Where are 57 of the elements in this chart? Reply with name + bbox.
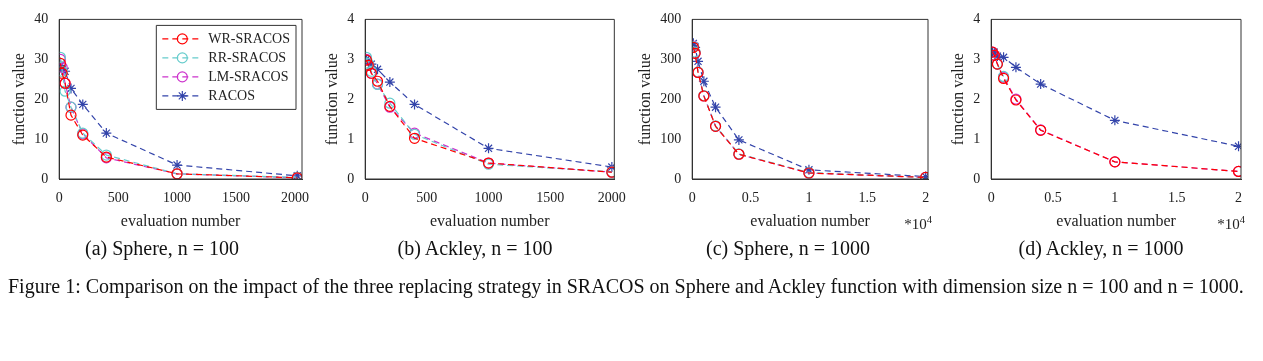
y-tick-label: 4 bbox=[347, 11, 355, 27]
y-axis-title: function value bbox=[9, 53, 27, 146]
x-tick-label: 0.5 bbox=[1044, 190, 1062, 206]
legend-label: WR-SRACOS bbox=[208, 30, 290, 46]
x-tick-label: 2 bbox=[922, 190, 930, 206]
x-tick-label: 0 bbox=[688, 190, 696, 206]
x-tick-label: 1500 bbox=[536, 190, 565, 206]
y-tick-label: 40 bbox=[34, 11, 49, 27]
y-tick-label: 30 bbox=[34, 50, 49, 66]
x-tick-label: 500 bbox=[107, 190, 129, 206]
y-tick-label: 20 bbox=[34, 90, 49, 106]
text: (c) Sphere, n = 1000 bbox=[705, 237, 871, 260]
y-tick-label: 400 bbox=[660, 11, 682, 27]
text: (d) Ackley, n = 1000 bbox=[1017, 237, 1185, 260]
x-tick-label: 0 bbox=[987, 190, 995, 206]
y-tick-label: 3 bbox=[347, 50, 355, 66]
x-tick-label: 1 bbox=[805, 190, 813, 206]
legend-label: RR-SRACOS bbox=[208, 49, 287, 65]
x-axis-title: evaluation number bbox=[430, 211, 551, 229]
x-axis-title: evaluation number bbox=[1056, 211, 1177, 229]
x-tick-label: 500 bbox=[416, 190, 438, 206]
text: (a) Sphere, n = 100 bbox=[84, 237, 240, 260]
caption: Figure 1: Comparison on the impact of the three replacing strategy in SRACOS on Sphere and Ackley function with dimension size n = 100 and n = 1000. bbox=[8, 274, 1245, 299]
x-tick-label: 1 bbox=[1111, 190, 1119, 206]
y-tick-label: 3 bbox=[973, 50, 981, 66]
y-tick-label: 100 bbox=[660, 130, 682, 146]
y-tick-label: 10 bbox=[34, 130, 49, 146]
y-axis-title: function value bbox=[322, 53, 340, 146]
x-tick-label: 1000 bbox=[474, 190, 503, 206]
x-axis-title: evaluation number bbox=[120, 211, 242, 229]
x-axis-title: evaluation number bbox=[750, 211, 871, 229]
y-tick-label: 1 bbox=[347, 130, 355, 146]
y-tick-label: 0 bbox=[41, 170, 49, 186]
y-tick-label: 0 bbox=[973, 170, 981, 186]
y-tick-label: 2 bbox=[347, 90, 355, 106]
x-tick-label: 0 bbox=[361, 190, 369, 206]
x-tick-label: 1.5 bbox=[1167, 190, 1186, 206]
x-tick-label: 1.5 bbox=[858, 190, 877, 206]
x-tick-label: 2000 bbox=[280, 190, 309, 206]
y-tick-label: 0 bbox=[347, 170, 355, 186]
y-tick-label: 1 bbox=[973, 130, 981, 146]
x-tick-label: 0 bbox=[55, 190, 63, 206]
text: (b) Ackley, n = 100 bbox=[396, 237, 554, 260]
y-tick-label: 300 bbox=[660, 50, 682, 66]
legend-label: LM-SRACOS bbox=[208, 68, 289, 84]
x-tick-label: 0.5 bbox=[741, 190, 760, 206]
y-axis-title: function value bbox=[635, 53, 653, 146]
x-tick-label: 2 bbox=[1235, 190, 1243, 206]
y-axis-title: function value bbox=[948, 53, 966, 146]
y-tick-label: 200 bbox=[660, 90, 682, 106]
x-tick-label: 1500 bbox=[222, 190, 250, 206]
y-tick-label: 4 bbox=[973, 11, 981, 27]
x-tick-label: 2000 bbox=[597, 190, 626, 206]
y-tick-label: 2 bbox=[973, 90, 981, 106]
y-tick-label: 0 bbox=[674, 170, 682, 186]
x-tick-label: 1000 bbox=[163, 190, 192, 206]
legend-label: RACOS bbox=[208, 87, 255, 103]
